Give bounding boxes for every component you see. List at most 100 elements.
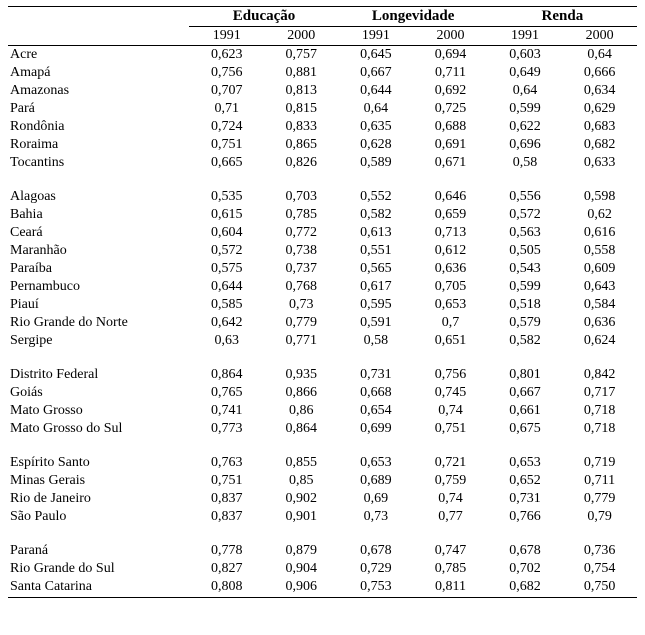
value-cell: 0,599 (488, 100, 563, 118)
value-cell: 0,582 (488, 332, 563, 350)
table-row: Paraná0,7780,8790,6780,7470,6780,736 (8, 542, 637, 560)
value-cell: 0,599 (488, 278, 563, 296)
value-cell: 0,667 (488, 384, 563, 402)
value-cell: 0,665 (189, 154, 264, 172)
value-cell: 0,815 (264, 100, 339, 118)
table-row: Rondônia0,7240,8330,6350,6880,6220,683 (8, 118, 637, 136)
value-cell: 0,702 (488, 560, 563, 578)
value-cell: 0,579 (488, 314, 563, 332)
value-cell: 0,738 (264, 242, 339, 260)
value-cell: 0,864 (264, 420, 339, 438)
value-cell: 0,692 (413, 82, 488, 100)
value-cell: 0,879 (264, 542, 339, 560)
value-cell: 0,705 (413, 278, 488, 296)
value-cell: 0,505 (488, 242, 563, 260)
value-cell: 0,731 (488, 490, 563, 508)
value-cell: 0,827 (189, 560, 264, 578)
value-cell: 0,842 (562, 366, 637, 384)
value-cell: 0,741 (189, 402, 264, 420)
state-label: Santa Catarina (8, 578, 189, 598)
value-cell: 0,865 (264, 136, 339, 154)
state-label: Minas Gerais (8, 472, 189, 490)
value-cell: 0,811 (413, 578, 488, 598)
state-label: Rio Grande do Sul (8, 560, 189, 578)
value-cell: 0,779 (562, 490, 637, 508)
value-cell: 0,535 (189, 188, 264, 206)
value-cell: 0,754 (562, 560, 637, 578)
value-cell: 0,64 (562, 46, 637, 65)
value-cell: 0,73 (264, 296, 339, 314)
value-cell: 0,634 (562, 82, 637, 100)
table-row: Santa Catarina0,8080,9060,7530,8110,6820… (8, 578, 637, 598)
year-header: 1991 (488, 27, 563, 46)
value-cell: 0,808 (189, 578, 264, 598)
value-cell: 0,73 (339, 508, 414, 526)
state-label: Maranhão (8, 242, 189, 260)
value-cell: 0,837 (189, 508, 264, 526)
value-cell: 0,623 (189, 46, 264, 65)
value-cell: 0,768 (264, 278, 339, 296)
value-cell: 0,612 (413, 242, 488, 260)
value-cell: 0,906 (264, 578, 339, 598)
state-label: Tocantins (8, 154, 189, 172)
table-row: Goiás0,7650,8660,6680,7450,6670,717 (8, 384, 637, 402)
value-cell: 0,707 (189, 82, 264, 100)
table-row: Distrito Federal0,8640,9350,7310,7560,80… (8, 366, 637, 384)
state-label: Espírito Santo (8, 454, 189, 472)
value-cell: 0,635 (339, 118, 414, 136)
value-cell: 0,864 (189, 366, 264, 384)
state-label: Piauí (8, 296, 189, 314)
value-cell: 0,77 (413, 508, 488, 526)
value-cell: 0,691 (413, 136, 488, 154)
value-cell: 0,736 (562, 542, 637, 560)
table-row: Rio Grande do Norte0,6420,7790,5910,70,5… (8, 314, 637, 332)
value-cell: 0,653 (339, 454, 414, 472)
value-cell: 0,711 (413, 64, 488, 82)
value-cell: 0,765 (189, 384, 264, 402)
table-row: Espírito Santo0,7630,8550,6530,7210,6530… (8, 454, 637, 472)
state-label: Goiás (8, 384, 189, 402)
value-cell: 0,699 (339, 420, 414, 438)
state-label: Pará (8, 100, 189, 118)
value-cell: 0,756 (413, 366, 488, 384)
value-cell: 0,718 (562, 420, 637, 438)
table-row: Pernambuco0,6440,7680,6170,7050,5990,643 (8, 278, 637, 296)
value-cell: 0,543 (488, 260, 563, 278)
table-row: Piauí0,5850,730,5950,6530,5180,584 (8, 296, 637, 314)
state-label: Pernambuco (8, 278, 189, 296)
value-cell: 0,616 (562, 224, 637, 242)
value-cell: 0,683 (562, 118, 637, 136)
state-label: Mato Grosso do Sul (8, 420, 189, 438)
value-cell: 0,79 (562, 508, 637, 526)
table-row: Sergipe0,630,7710,580,6510,5820,624 (8, 332, 637, 350)
value-cell: 0,643 (562, 278, 637, 296)
value-cell: 0,668 (339, 384, 414, 402)
value-cell: 0,801 (488, 366, 563, 384)
value-cell: 0,551 (339, 242, 414, 260)
value-cell: 0,771 (264, 332, 339, 350)
value-cell: 0,86 (264, 402, 339, 420)
value-cell: 0,725 (413, 100, 488, 118)
table-row: Minas Gerais0,7510,850,6890,7590,6520,71… (8, 472, 637, 490)
value-cell: 0,689 (339, 472, 414, 490)
value-cell: 0,682 (562, 136, 637, 154)
value-cell: 0,644 (189, 278, 264, 296)
value-cell: 0,572 (189, 242, 264, 260)
value-cell: 0,654 (339, 402, 414, 420)
value-cell: 0,678 (339, 542, 414, 560)
value-cell: 0,642 (189, 314, 264, 332)
value-cell: 0,552 (339, 188, 414, 206)
value-cell: 0,617 (339, 278, 414, 296)
value-cell: 0,652 (488, 472, 563, 490)
value-cell: 0,74 (413, 490, 488, 508)
table-row: Bahia0,6150,7850,5820,6590,5720,62 (8, 206, 637, 224)
value-cell: 0,678 (488, 542, 563, 560)
value-cell: 0,624 (562, 332, 637, 350)
year-header: 2000 (413, 27, 488, 46)
state-label: Sergipe (8, 332, 189, 350)
table-row: Amapá0,7560,8810,6670,7110,6490,666 (8, 64, 637, 82)
table-row: Alagoas0,5350,7030,5520,6460,5560,598 (8, 188, 637, 206)
data-table: Educação Longevidade Renda 1991 2000 199… (8, 6, 637, 598)
value-cell: 0,653 (488, 454, 563, 472)
value-cell: 0,750 (562, 578, 637, 598)
